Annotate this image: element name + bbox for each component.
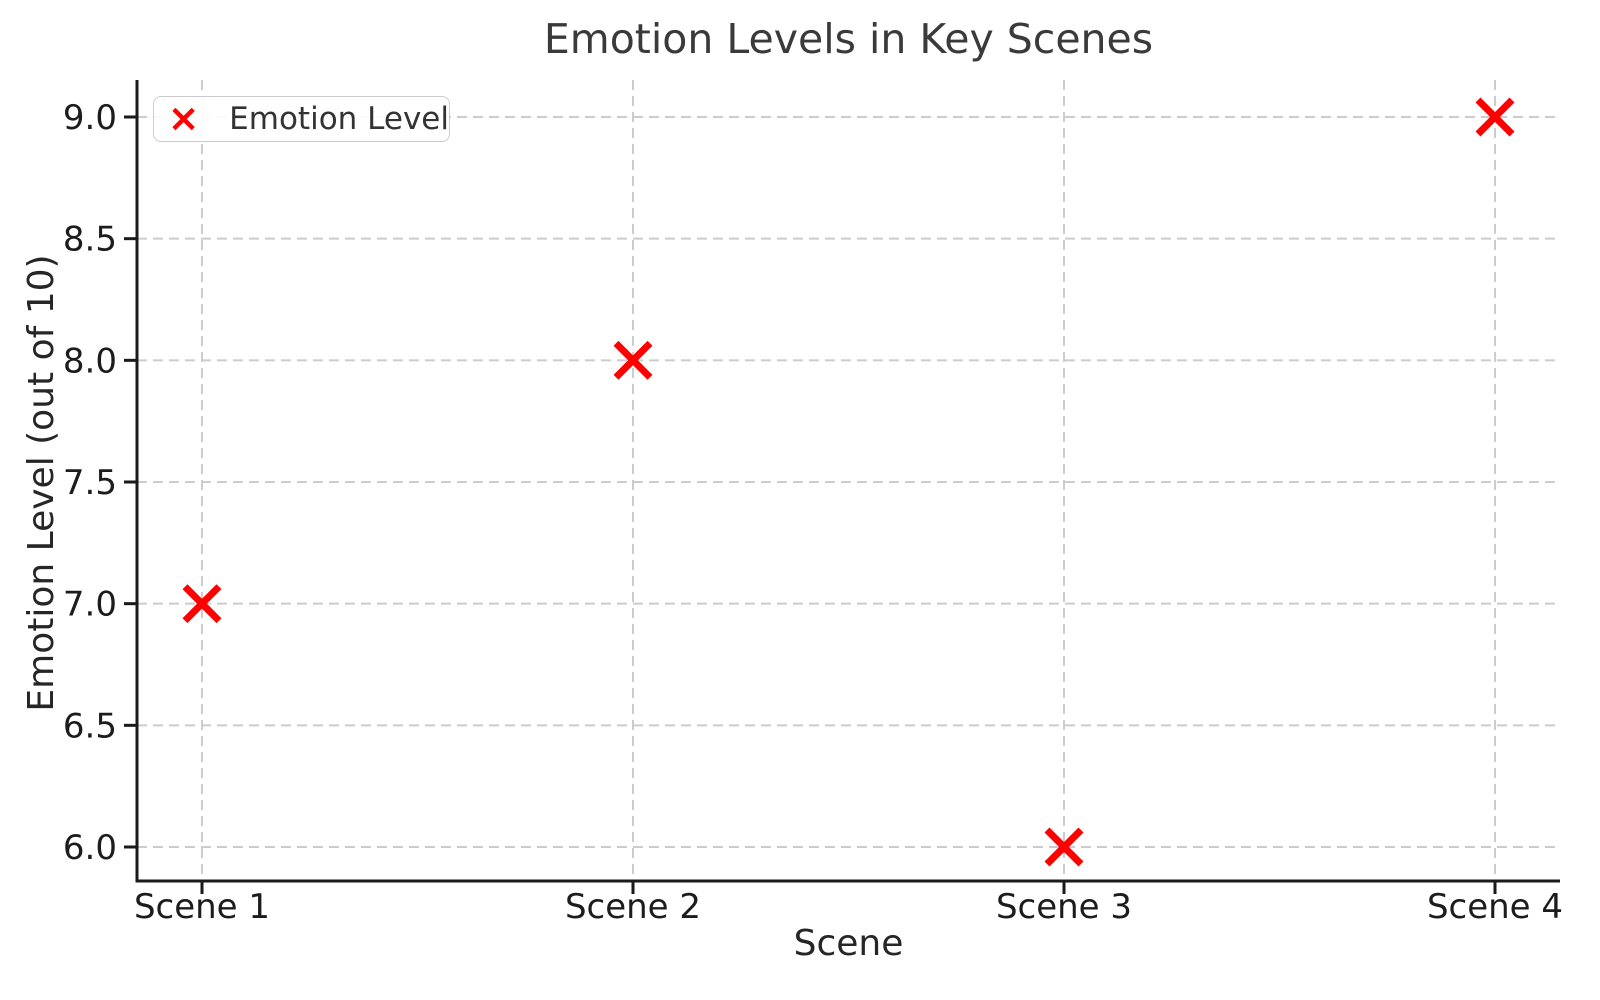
y-tick-label: 6.0: [63, 828, 117, 868]
x-marker-icon: [172, 107, 195, 131]
chart-title: Emotion Levels in Key Scenes: [543, 15, 1154, 63]
x-tick-label: Scene 2: [565, 887, 701, 927]
data-point-scene-1: [182, 584, 222, 624]
x-marker-icon-path: [172, 107, 195, 131]
x-tick-label: Scene 1: [134, 887, 270, 927]
data-point-scene-4: [1475, 97, 1515, 137]
y-tick-label: 7.5: [63, 463, 117, 503]
y-tick-label: 9.0: [63, 98, 117, 138]
x-tick-label: Scene 4: [1427, 887, 1563, 927]
legend: Emotion Level: [153, 96, 450, 142]
y-tick-label: 8.5: [63, 220, 117, 260]
y-axis-label: Emotion Level (out of 10): [21, 254, 62, 712]
x-tick-label: Scene 3: [996, 887, 1132, 927]
y-tick-label: 8.0: [63, 341, 117, 381]
x-axis-label: Scene: [793, 923, 904, 964]
data-point-scene-3: [1044, 827, 1084, 867]
y-tick-label: 6.5: [63, 706, 117, 746]
y-tick-label: 7.0: [63, 585, 117, 625]
data-point-scene-2: [613, 340, 653, 380]
legend-label: Emotion Level: [229, 101, 449, 137]
